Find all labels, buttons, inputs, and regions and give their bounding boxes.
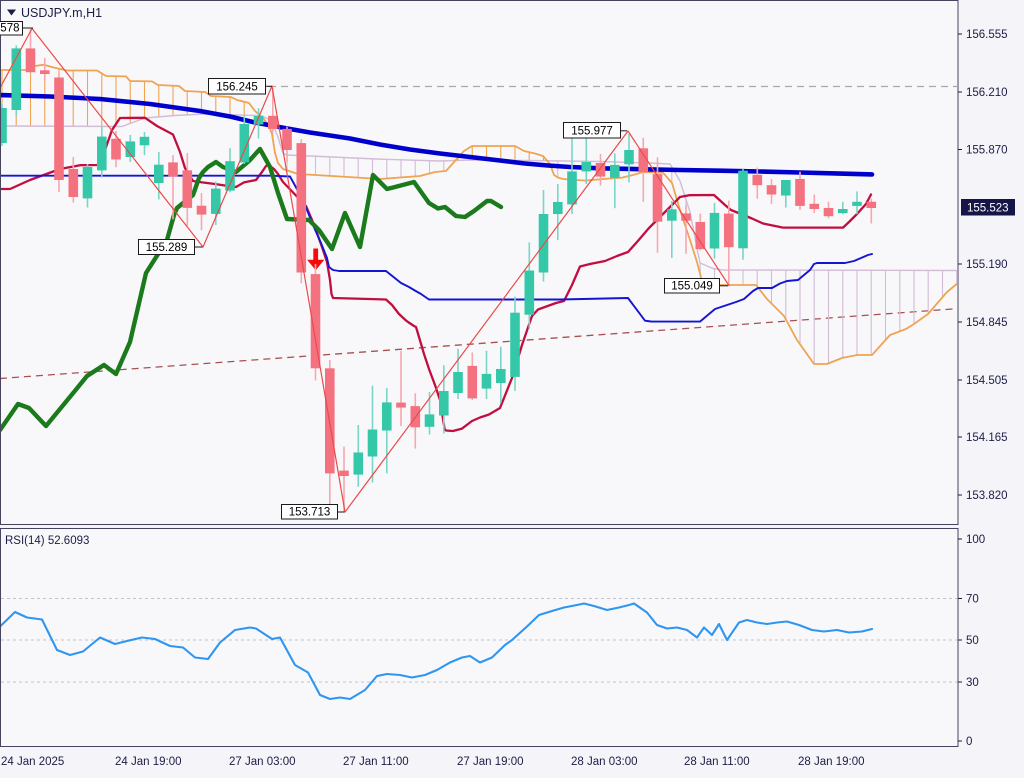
svg-text:28 Jan 19:00: 28 Jan 19:00 — [798, 756, 865, 768]
svg-text:155.190: 155.190 — [966, 259, 1008, 271]
svg-text:153.713: 153.713 — [289, 507, 331, 519]
svg-text:153.820: 153.820 — [966, 490, 1008, 502]
svg-text:28 Jan 03:00: 28 Jan 03:00 — [571, 756, 638, 768]
svg-text:24 Jan 2025: 24 Jan 2025 — [1, 756, 64, 768]
svg-text:155.523: 155.523 — [967, 203, 1009, 215]
svg-text:27 Jan 11:00: 27 Jan 11:00 — [343, 756, 409, 768]
svg-text:154.165: 154.165 — [966, 432, 1008, 444]
svg-text:155.049: 155.049 — [671, 281, 713, 293]
svg-text:0: 0 — [966, 736, 972, 748]
svg-text:155.870: 155.870 — [966, 145, 1008, 157]
svg-text:50: 50 — [966, 635, 979, 647]
svg-text:100: 100 — [966, 534, 985, 546]
svg-text:USDJPY.m,H1: USDJPY.m,H1 — [21, 6, 102, 20]
svg-text:24 Jan 19:00: 24 Jan 19:00 — [115, 756, 182, 768]
svg-text:156.210: 156.210 — [966, 87, 1008, 99]
svg-text:27 Jan 19:00: 27 Jan 19:00 — [457, 756, 524, 768]
svg-text:156.245: 156.245 — [216, 82, 258, 94]
svg-text:RSI(14) 52.6093: RSI(14) 52.6093 — [5, 535, 89, 547]
svg-text:30: 30 — [966, 677, 979, 689]
svg-text:70: 70 — [966, 594, 979, 606]
svg-text:154.845: 154.845 — [966, 317, 1008, 329]
svg-text:155.289: 155.289 — [146, 242, 188, 254]
svg-text:27 Jan 03:00: 27 Jan 03:00 — [229, 756, 296, 768]
svg-text:28 Jan 11:00: 28 Jan 11:00 — [684, 756, 750, 768]
svg-text:155.977: 155.977 — [571, 126, 613, 138]
svg-text:156.578: 156.578 — [0, 23, 20, 35]
svg-text:154.505: 154.505 — [966, 375, 1008, 387]
svg-text:156.555: 156.555 — [966, 29, 1008, 41]
